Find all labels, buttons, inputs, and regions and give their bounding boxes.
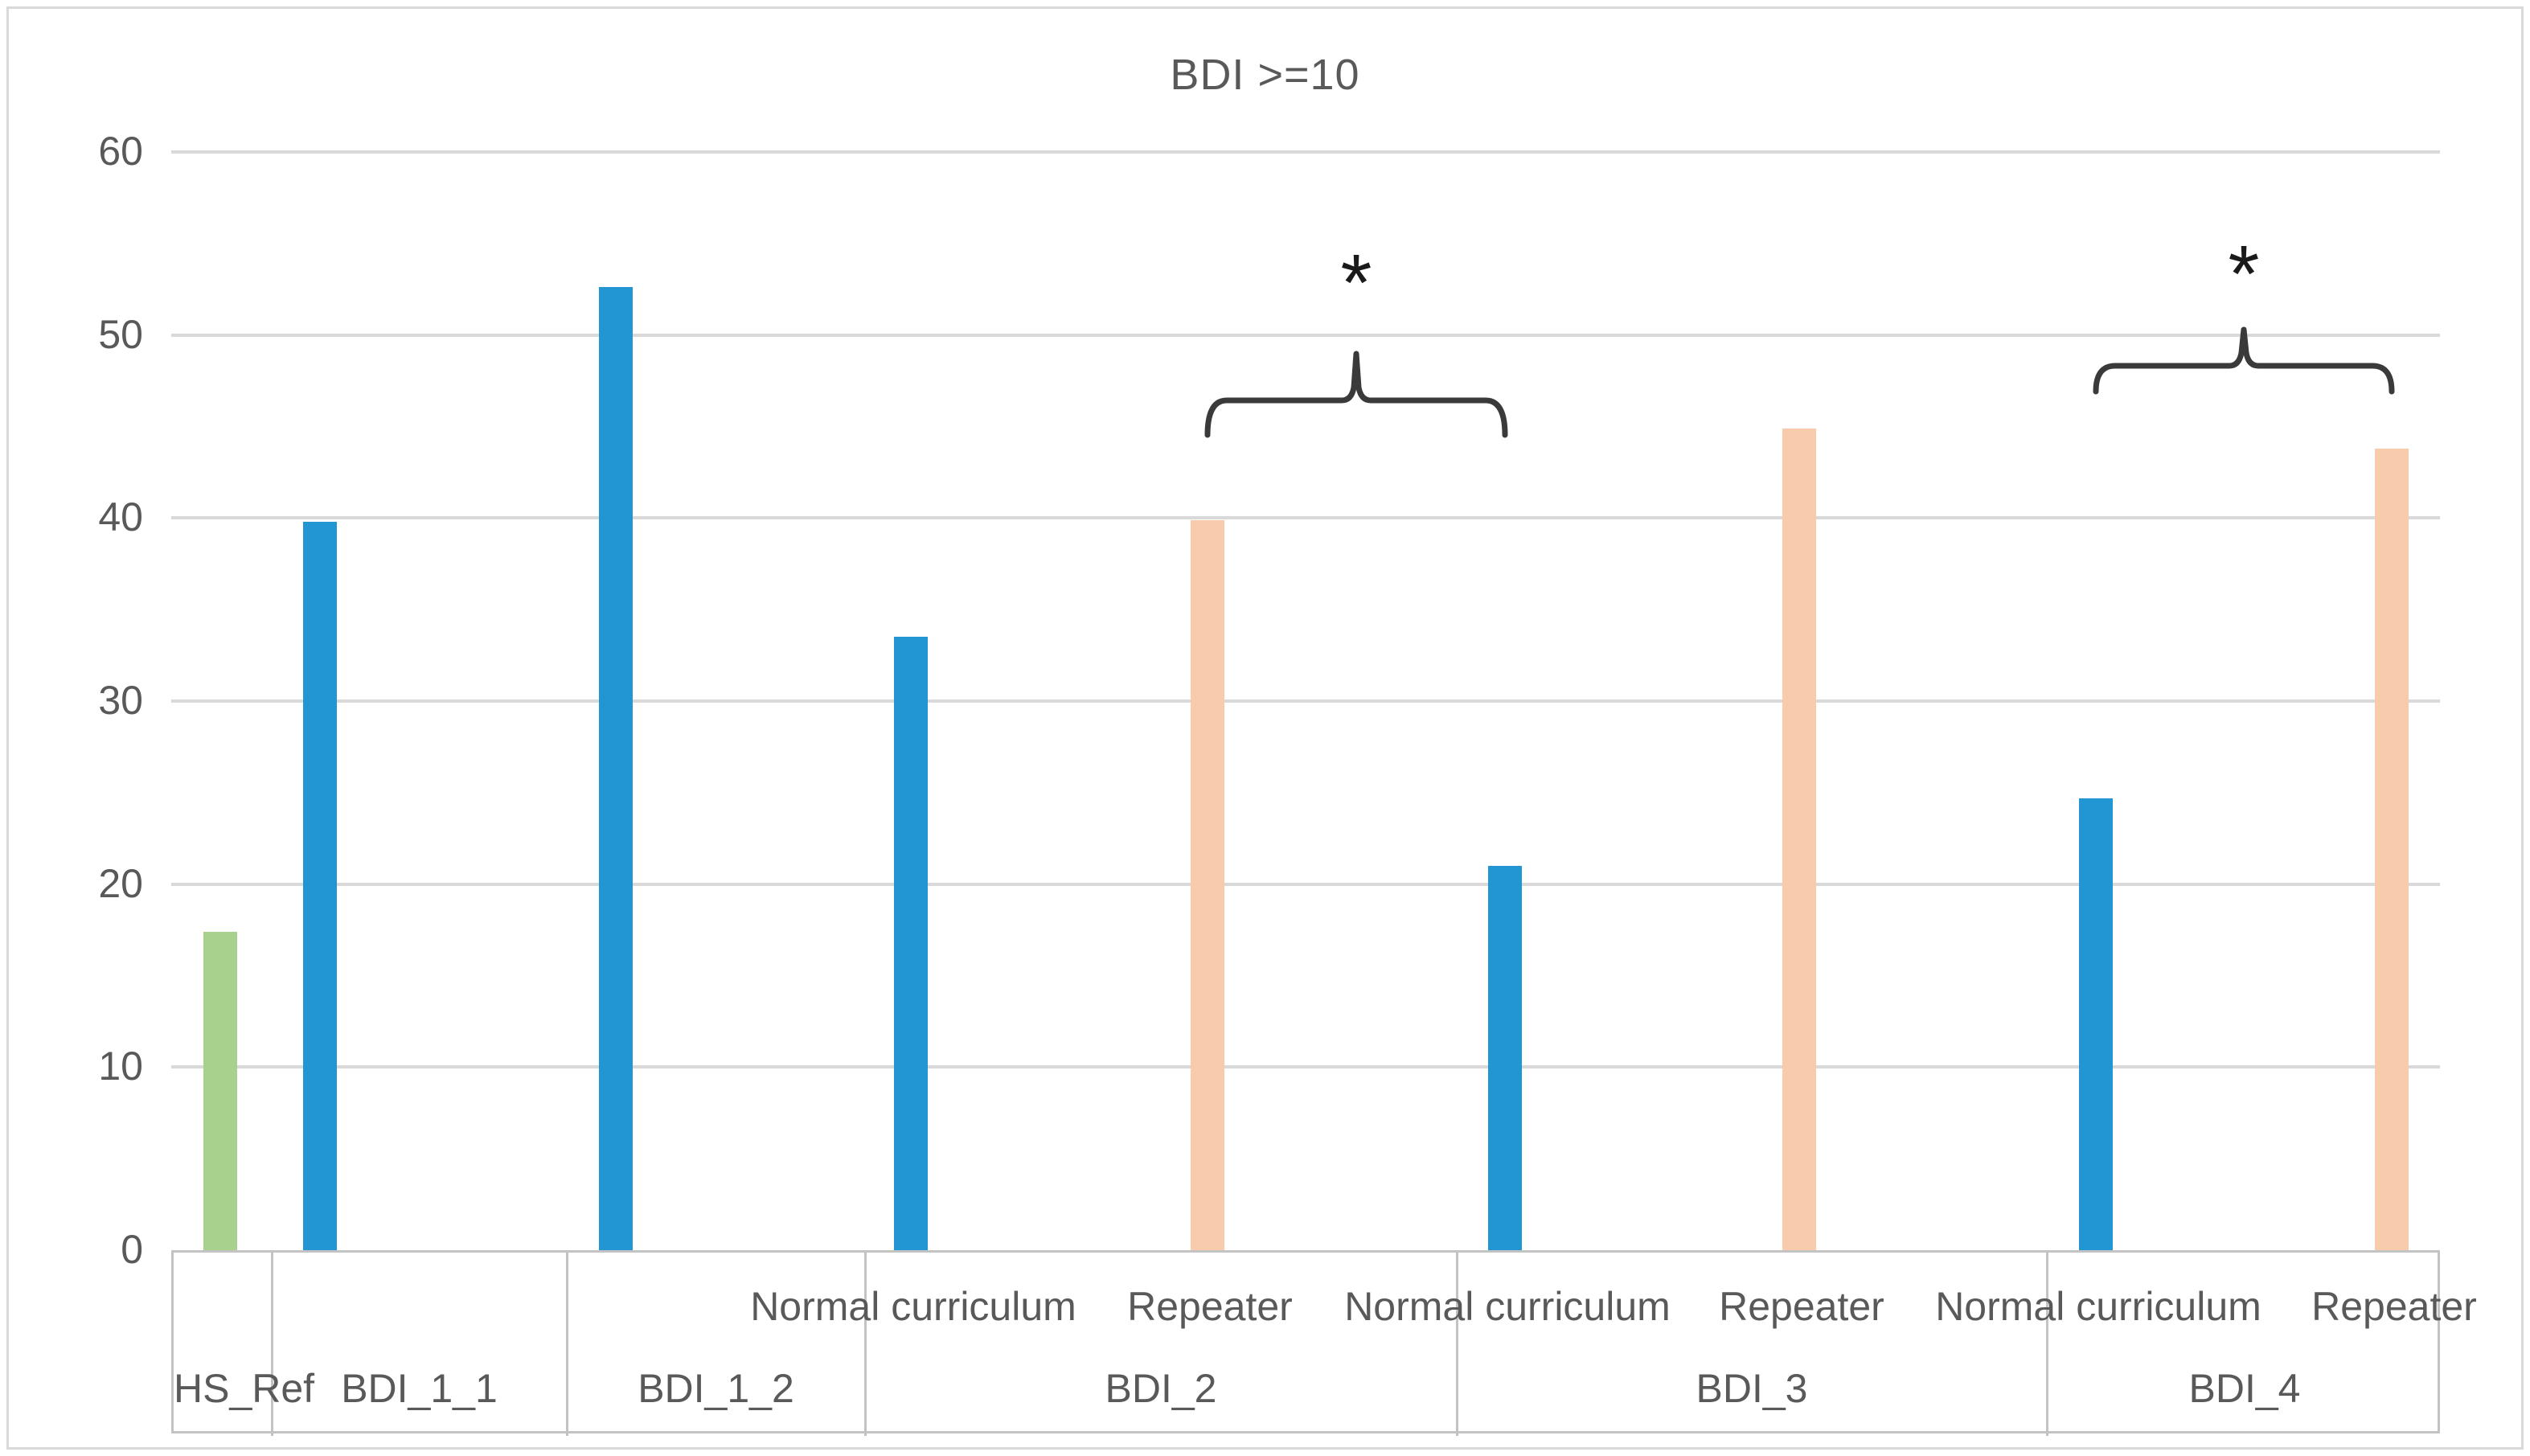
category-separator [566,1253,568,1436]
y-tick-label-60: 60 [98,129,143,174]
x-sublabel-BDI_3-normal-curriculum: Normal curriculum [1344,1284,1671,1329]
gridline-y30 [171,699,2440,703]
y-tick-label-50: 50 [98,311,143,357]
x-sublabel-BDI_3-repeater: Repeater [1719,1284,1884,1329]
chart-title: BDI >=10 [1170,51,1360,99]
bar-BDI_4-repeater [2375,448,2409,1250]
gridline-y60 [171,150,2440,154]
gridline-y10 [171,1065,2440,1069]
chart-border [6,6,2524,1450]
bar-BDI_3-normal-curriculum [1488,865,1522,1250]
x-sublabel-BDI_2-repeater: Repeater [1127,1284,1293,1329]
x-group-label-BDI_3: BDI_3 [1696,1366,1808,1411]
bar-BDI_1_2 [599,287,633,1250]
x-group-label-HS_Ref: HS_Ref [174,1366,315,1411]
y-tick-label-30: 30 [98,678,143,723]
category-separator [2046,1253,2048,1436]
category-separator [864,1253,867,1436]
x-group-label-BDI_1_1: BDI_1_1 [341,1366,498,1411]
bar-BDI_3-repeater [1782,428,1816,1250]
category-separator [271,1253,273,1436]
x-sublabel-BDI_4-normal-curriculum: Normal curriculum [1935,1284,2261,1329]
gridline-y50 [171,333,2440,337]
bar-BDI_2-repeater [1191,519,1224,1250]
y-tick-label-40: 40 [98,494,143,540]
x-sublabel-BDI_4-repeater: Repeater [2311,1284,2477,1329]
bar-HS_Ref [203,931,237,1250]
gridline-y20 [171,882,2440,886]
bar-BDI_1_1 [303,521,337,1250]
x-group-label-BDI_1_2: BDI_1_2 [638,1366,794,1411]
category-separator [1456,1253,1458,1436]
y-tick-label-0: 0 [121,1227,143,1272]
y-tick-label-10: 10 [98,1044,143,1089]
bar-BDI_2-normal-curriculum [894,637,928,1250]
bar-BDI_4-normal-curriculum [2079,798,2113,1250]
x-sublabel-BDI_2-normal-curriculum: Normal curriculum [750,1284,1076,1329]
x-group-label-BDI_2: BDI_2 [1105,1366,1217,1411]
y-tick-label-20: 20 [98,860,143,906]
x-group-label-BDI_4: BDI_4 [2188,1366,2301,1411]
category-axis-area: Normal curriculum Repeater Normal curricul… [171,1250,2477,1436]
gridline-y40 [171,516,2440,520]
